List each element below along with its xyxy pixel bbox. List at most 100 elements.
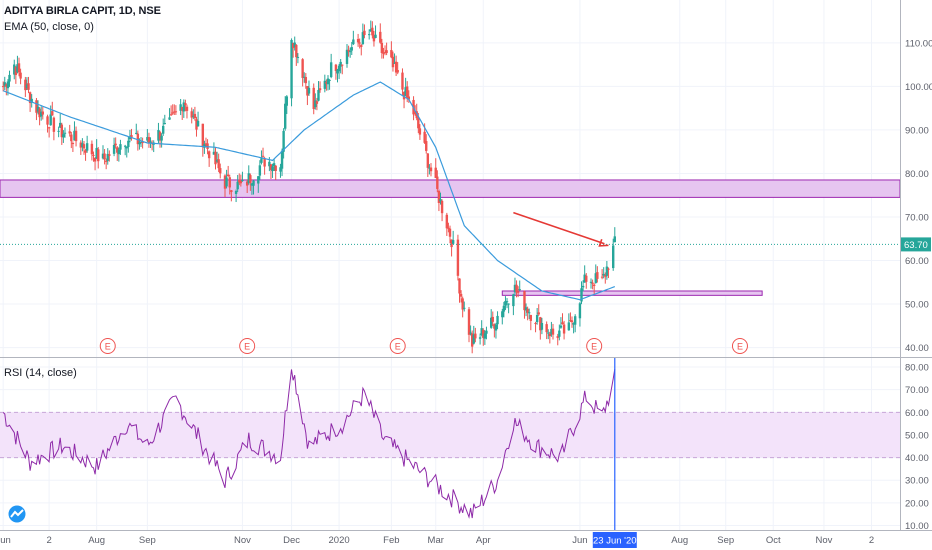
candle-body xyxy=(282,130,285,152)
candle-body xyxy=(363,30,366,36)
candle-body xyxy=(13,64,16,75)
candle-body xyxy=(1,86,5,88)
support-zone-rect xyxy=(0,179,901,198)
candle-body xyxy=(41,111,44,115)
candle-body xyxy=(139,141,143,143)
candle-body xyxy=(269,164,273,170)
candle-body xyxy=(345,49,349,64)
candle-body xyxy=(119,144,122,150)
candle-body xyxy=(312,87,315,109)
candle-body xyxy=(203,144,206,148)
candle-body xyxy=(394,61,398,73)
candle-body xyxy=(526,308,529,313)
candle-body xyxy=(182,102,186,112)
annotation-arrow-head xyxy=(598,239,609,247)
candle-body xyxy=(482,329,485,338)
candle-body xyxy=(247,173,250,184)
candle-body xyxy=(367,34,371,36)
candle-body xyxy=(295,44,298,58)
candle-body xyxy=(36,106,40,112)
candle-body xyxy=(163,123,166,125)
candle-body xyxy=(545,324,548,333)
earnings-marker-label: E xyxy=(737,342,743,352)
candle-body xyxy=(223,175,227,189)
candle-body xyxy=(291,42,295,49)
candle-body xyxy=(63,132,67,134)
candle-body xyxy=(440,200,444,214)
candle-body xyxy=(434,167,437,178)
candle-body xyxy=(496,315,499,325)
candle-body xyxy=(116,147,119,153)
symbol-title[interactable]: ADITYA BIRLA CAPIT, 1D, NSE xyxy=(4,5,161,17)
candle-body xyxy=(25,84,29,88)
candle-body xyxy=(581,285,585,288)
candle-body xyxy=(451,240,455,244)
candle-body xyxy=(334,64,338,71)
candle-body xyxy=(461,298,464,310)
candle-body xyxy=(157,130,160,141)
candle-body xyxy=(196,120,200,127)
ema-legend[interactable]: EMA (50, close, 0) xyxy=(4,21,94,33)
candle-body xyxy=(135,132,138,134)
candle-body xyxy=(185,106,189,111)
candle-body xyxy=(472,334,475,344)
candle-body xyxy=(219,168,222,174)
candle-body xyxy=(90,143,94,155)
candle-body xyxy=(396,70,399,73)
candle-body xyxy=(108,154,111,156)
price-axis-label: 90.00 xyxy=(905,125,929,136)
candle-body xyxy=(201,123,205,148)
candle-body xyxy=(485,330,488,334)
candle-body xyxy=(494,324,498,331)
candle-body xyxy=(117,149,121,155)
candle-body xyxy=(104,160,108,162)
candle-body xyxy=(341,64,344,66)
candle-body xyxy=(524,307,528,311)
candle-body xyxy=(70,134,73,142)
candle-body xyxy=(168,117,171,120)
candle-body xyxy=(483,333,487,339)
candle-body xyxy=(425,141,428,151)
candle-body xyxy=(101,153,105,159)
candle-body xyxy=(193,113,197,119)
candle-body xyxy=(402,92,406,100)
candle-body xyxy=(504,300,507,306)
candle-body xyxy=(551,328,555,335)
annotation-arrow-shaft xyxy=(513,211,605,245)
candle-body xyxy=(612,245,615,269)
candle-body xyxy=(127,140,130,148)
candle-body xyxy=(423,131,426,143)
candle-body xyxy=(413,112,417,114)
candle-body xyxy=(68,131,71,134)
candle-body xyxy=(239,180,243,184)
candle-body xyxy=(272,163,276,167)
earnings-marker-label: E xyxy=(244,342,250,352)
candle-body xyxy=(379,31,382,43)
price-axis-label: 100.00 xyxy=(905,82,932,93)
candle-body xyxy=(383,52,387,54)
candle-body xyxy=(192,115,195,117)
candle-body xyxy=(535,314,539,323)
candle-body xyxy=(138,142,141,145)
candle-body xyxy=(518,289,521,291)
candle-body xyxy=(293,42,296,47)
candle-body xyxy=(556,336,559,338)
candle-body xyxy=(128,136,132,140)
candle-body xyxy=(271,166,274,172)
candle-body xyxy=(173,111,176,113)
rsi-axis-label: 80.00 xyxy=(905,363,929,374)
rsi-legend[interactable]: RSI (14, close) xyxy=(4,367,77,379)
time-axis-label: Mar xyxy=(428,535,444,546)
candle-body xyxy=(607,268,610,270)
candle-body xyxy=(306,86,309,96)
candle-body xyxy=(589,281,593,283)
time-axis-label: 2 xyxy=(869,535,874,546)
candle-body xyxy=(263,158,266,167)
candle-body xyxy=(6,81,10,89)
candle-body xyxy=(317,89,320,101)
candle-body xyxy=(171,112,174,114)
candle-body xyxy=(112,144,116,154)
candle-body xyxy=(97,149,100,162)
